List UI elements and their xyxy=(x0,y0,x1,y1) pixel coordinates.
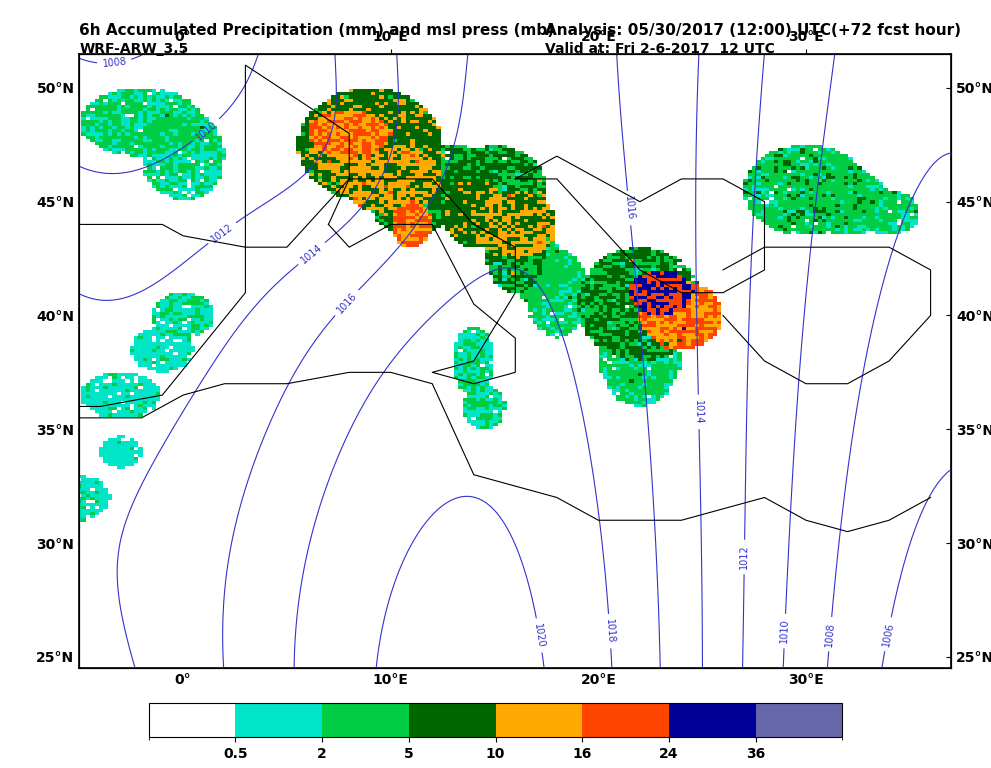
Text: 6h Accumulated Precipitation (mm) and msl press (mb): 6h Accumulated Precipitation (mm) and ms… xyxy=(79,23,554,38)
Text: 1012: 1012 xyxy=(209,221,235,244)
Text: 1008: 1008 xyxy=(102,57,127,69)
Text: 1014: 1014 xyxy=(299,242,324,265)
Text: 1014: 1014 xyxy=(694,399,704,424)
Text: Valid at: Fri 2-6-2017  12 UTC: Valid at: Fri 2-6-2017 12 UTC xyxy=(545,42,775,56)
Text: Analysis: 05/30/2017 (12:00) UTC(+72 fcst hour): Analysis: 05/30/2017 (12:00) UTC(+72 fcs… xyxy=(545,23,961,38)
Text: 1016: 1016 xyxy=(623,196,635,220)
Text: 1010: 1010 xyxy=(194,119,219,142)
Text: 1012: 1012 xyxy=(739,545,749,569)
Text: 1010: 1010 xyxy=(779,619,790,644)
Text: 1018: 1018 xyxy=(604,618,615,644)
Text: 1016: 1016 xyxy=(335,290,359,315)
Text: WRF-ARW_3.5: WRF-ARW_3.5 xyxy=(79,42,188,56)
Text: 1020: 1020 xyxy=(532,622,546,648)
Text: 1006: 1006 xyxy=(881,621,895,647)
Text: 1008: 1008 xyxy=(825,621,836,647)
